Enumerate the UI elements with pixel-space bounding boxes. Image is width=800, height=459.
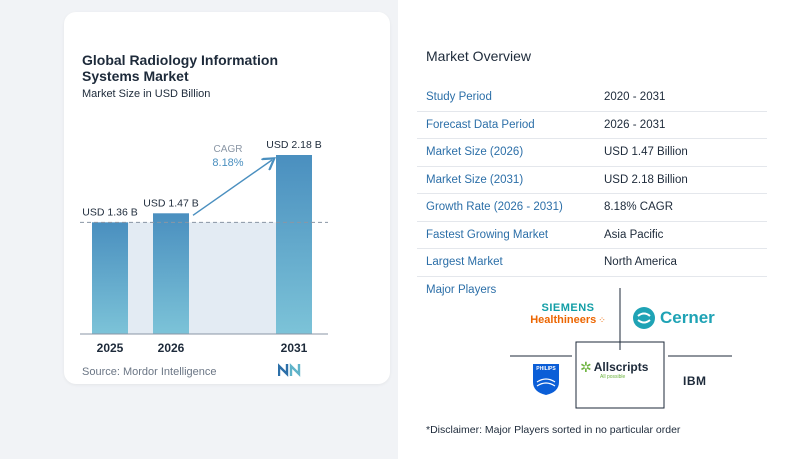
overview-title: Market Overview	[426, 48, 532, 64]
allscripts-logo: ✲ Allscripts All possible	[580, 360, 656, 380]
baseline-shade	[128, 222, 153, 334]
bar-chart: USD 1.36 B 2025 USD 1.47 B 2026 USD 2.18 B 20…	[80, 139, 328, 355]
x-tick-label: 2025	[97, 341, 124, 355]
row-value: USD 2.18 Billion	[604, 166, 767, 194]
cagr-label: CAGR	[214, 144, 243, 155]
row-value: North America	[604, 248, 767, 277]
cerner-text: Cerner	[660, 308, 715, 327]
row-value: Asia Pacific	[604, 221, 767, 249]
healthineers-text: Healthineers	[530, 314, 597, 326]
table-row: Market Size (2026) USD 1.47 Billion	[417, 138, 767, 167]
philips-shield-icon	[533, 364, 559, 395]
row-value: 2026 - 2031	[604, 111, 767, 139]
data-label: USD 1.47 B	[143, 197, 198, 209]
bar-2031	[276, 155, 312, 334]
row-value: 8.18% CAGR	[604, 193, 767, 222]
row-key: Market Size (2026)	[417, 138, 604, 167]
table-row: Growth Rate (2026 - 2031) 8.18% CAGR	[417, 193, 767, 222]
table-row: Fastest Growing Market Asia Pacific	[417, 221, 767, 249]
cagr-value: 8.18%	[212, 157, 243, 169]
allscripts-tagline: All possible	[600, 374, 626, 380]
overview-table: Study Period 2020 - 2031 Forecast Data Pe…	[417, 84, 767, 277]
row-key: Market Size (2031)	[417, 166, 604, 194]
chart-title: Global Radiology Information Systems Mar…	[82, 52, 278, 84]
ibm-logo: IBM	[683, 374, 707, 388]
row-key: Study Period	[417, 84, 604, 112]
players-grid	[510, 288, 732, 409]
siemens-text: SIEMENS	[541, 302, 595, 314]
row-value: USD 1.47 Billion	[604, 138, 767, 167]
forecast-shade	[189, 222, 276, 334]
cerner-logo: Cerner	[632, 306, 715, 330]
bar-2025	[92, 222, 128, 334]
chart-subtitle: Market Size in USD Billion	[82, 88, 211, 100]
allscripts-text: Allscripts	[593, 360, 649, 374]
row-key: Fastest Growing Market	[417, 221, 604, 249]
row-key: Growth Rate (2026 - 2031)	[417, 193, 604, 222]
table-row: Market Size (2031) USD 2.18 Billion	[417, 166, 767, 194]
philips-text: PHILIPS	[536, 366, 556, 372]
bar-2026	[153, 213, 189, 334]
x-tick-label: 2026	[158, 341, 185, 355]
allscripts-icon: ✲	[580, 359, 592, 375]
mordor-intelligence-logo	[278, 363, 301, 377]
row-value: 2020 - 2031	[604, 84, 767, 112]
cagr-arrow	[192, 160, 272, 216]
row-key: Largest Market	[417, 248, 604, 277]
dots-icon: ⁘	[598, 315, 606, 325]
siemens-healthineers-logo: SIEMENS Healthineers ⁘	[518, 302, 618, 326]
major-players-title: Major Players	[426, 284, 497, 296]
table-row: Largest Market North America	[417, 248, 767, 277]
philips-logo: PHILIPS	[531, 362, 561, 401]
x-tick-label: 2031	[281, 341, 308, 355]
table-row: Forecast Data Period 2026 - 2031	[417, 111, 767, 139]
disclaimer: *Disclaimer: Major Players sorted in no …	[426, 424, 681, 436]
cerner-icon	[633, 307, 655, 329]
data-label: USD 2.18 B	[266, 139, 321, 151]
data-label: USD 1.36 B	[82, 206, 137, 218]
row-key: Forecast Data Period	[417, 111, 604, 139]
source-note: Source: Mordor Intelligence	[82, 366, 217, 378]
table-row: Study Period 2020 - 2031	[417, 84, 767, 112]
